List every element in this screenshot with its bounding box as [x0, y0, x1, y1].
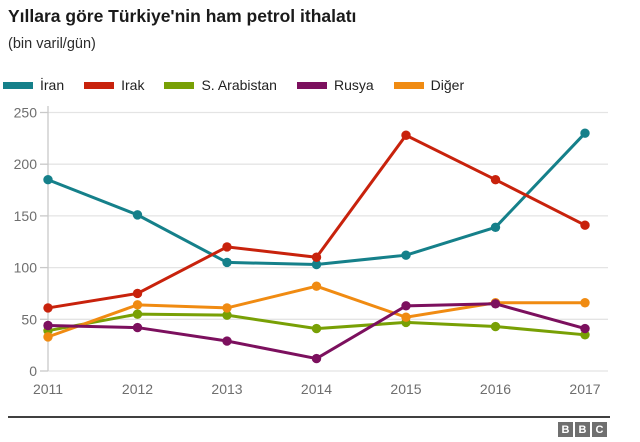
data-point-2-3 [311, 323, 322, 334]
y-tick-label-200: 200 [14, 156, 38, 172]
data-point-2-1 [132, 309, 143, 319]
data-point-2-2 [222, 310, 232, 320]
legend-label-1: Irak [121, 77, 145, 93]
data-point-0-5 [490, 222, 501, 232]
x-tick-label-2014: 2014 [301, 381, 332, 397]
legend-swatch-4 [393, 81, 424, 89]
data-point-3-1 [132, 322, 143, 333]
data-point-4-0 [43, 332, 53, 342]
data-point-1-1 [132, 288, 143, 299]
chart-subtitle: (bin varil/gün) [8, 36, 96, 52]
data-point-4-3 [311, 281, 322, 291]
x-tick-label-2017: 2017 [569, 381, 600, 397]
footer-divider [8, 416, 610, 418]
data-point-1-0 [43, 303, 53, 313]
data-point-3-6 [580, 323, 590, 334]
data-point-3-4 [401, 301, 411, 311]
legend-item-1: Irak [84, 77, 144, 93]
data-point-0-6 [580, 128, 590, 138]
legend-label-0: İran [40, 77, 65, 93]
data-point-0-4 [401, 250, 411, 260]
data-point-0-3 [311, 259, 322, 270]
data-point-4-4 [401, 312, 411, 322]
data-point-1-2 [222, 242, 232, 252]
data-point-4-2 [222, 303, 232, 313]
legend-item-4: Diğer [393, 77, 465, 93]
y-tick-label-150: 150 [14, 208, 38, 224]
data-point-1-4 [401, 130, 411, 140]
legend-label-4: Diğer [430, 77, 465, 93]
legend-label-2: S. Arabistan [201, 77, 277, 93]
legend-swatch-0 [3, 81, 33, 89]
series-line-0 [47, 132, 587, 266]
x-tick-label-2012: 2012 [122, 381, 153, 397]
y-tick-label-100: 100 [14, 260, 38, 276]
legend-item-2: S. Arabistan [164, 77, 277, 93]
x-tick-label-2013: 2013 [211, 381, 242, 397]
legend-swatch-3 [296, 81, 327, 89]
data-point-4-1 [132, 300, 143, 310]
y-tick-label-0: 0 [29, 363, 37, 379]
chart-legend: İran Irak S. Arabistan Rusya Diğer [3, 77, 464, 93]
y-tick-label-250: 250 [14, 105, 38, 121]
bbc-logo-letter-1: B [575, 422, 590, 437]
legend-swatch-1 [84, 81, 115, 89]
line-chart: 0 50 100 150 200 250 2011 2012 2013 2014 2015 2016 2… [14, 105, 608, 397]
legend-item-0: İran [3, 77, 64, 93]
data-point-2-5 [490, 321, 501, 332]
data-point-0-0 [43, 175, 53, 185]
page-title: Yıllara göre Türkiye'nin ham petrol itha… [8, 6, 357, 26]
data-point-4-6 [580, 298, 590, 308]
bbc-logo-letter-2: C [592, 422, 607, 437]
data-point-1-5 [490, 175, 501, 185]
x-tick-label-2011: 2011 [33, 381, 63, 397]
data-point-1-3 [311, 252, 322, 262]
legend-label-3: Rusya [333, 77, 374, 93]
data-point-3-5 [490, 299, 501, 309]
legend-swatch-2 [164, 81, 195, 89]
data-point-3-2 [222, 336, 232, 346]
legend-item-3: Rusya [296, 77, 374, 93]
data-point-0-1 [132, 210, 143, 220]
data-point-0-2 [222, 257, 232, 268]
data-point-3-3 [311, 353, 322, 364]
x-tick-label-2016: 2016 [480, 381, 511, 397]
data-point-3-0 [43, 320, 53, 331]
y-tick-label-50: 50 [21, 311, 37, 327]
x-tick-label-2015: 2015 [390, 381, 421, 397]
bbc-logo-letter-0: B [558, 422, 573, 437]
data-point-1-6 [580, 220, 590, 230]
